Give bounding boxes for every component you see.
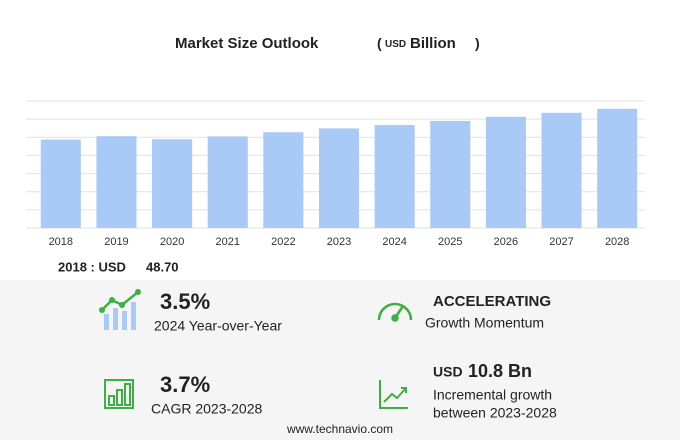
x-tick-label: 2023 xyxy=(327,236,351,248)
stat-label: between 2023-2028 xyxy=(433,405,557,421)
stat-prefix: USD xyxy=(433,364,463,380)
bar xyxy=(374,124,415,228)
x-tick-label: 2021 xyxy=(215,236,239,248)
bar xyxy=(430,120,471,228)
chart-title: Market Size Outlook ( USD Billion ) xyxy=(175,35,480,53)
x-tick-label: 2027 xyxy=(549,236,573,248)
x-tick-label: 2025 xyxy=(438,236,462,248)
bar xyxy=(485,116,526,228)
stat-value: ACCELERATING xyxy=(433,293,551,310)
unit-name: Billion xyxy=(410,35,456,52)
stat-value: 3.7% xyxy=(160,372,210,397)
bar xyxy=(263,132,304,228)
stats-panel xyxy=(0,280,680,440)
title-text: Market Size Outlook xyxy=(175,35,319,52)
x-tick-label: 2018 xyxy=(49,236,73,248)
x-tick-label: 2026 xyxy=(494,236,518,248)
stat-label: Growth Momentum xyxy=(425,315,544,331)
stat-value: 10.8 Bn xyxy=(468,361,532,381)
bar xyxy=(152,139,193,228)
base-label: 2018 : USD xyxy=(58,259,126,274)
x-tick-label: 2019 xyxy=(104,236,128,248)
unit-paren: ) xyxy=(475,35,480,51)
x-tick-label: 2022 xyxy=(271,236,295,248)
stat-label: Incremental growth xyxy=(433,387,552,403)
icon-gauge xyxy=(377,302,413,322)
icon-yoy xyxy=(99,289,141,330)
x-tick-label: 2024 xyxy=(382,236,406,248)
icon-incremental xyxy=(379,380,408,409)
bar xyxy=(597,108,638,228)
x-tick-label: 2020 xyxy=(160,236,184,248)
bar xyxy=(541,112,582,228)
footer: www.technavio.com xyxy=(286,422,393,436)
icon-cagr xyxy=(104,379,134,409)
bar xyxy=(318,128,360,228)
x-tick-label: 2028 xyxy=(605,236,629,248)
unit-currency: USD xyxy=(385,39,406,50)
stat-value: 3.5% xyxy=(160,289,210,314)
stat-label: 2024 Year-over-Year xyxy=(154,318,282,334)
stat-label: CAGR 2023-2028 xyxy=(151,401,263,417)
bar xyxy=(40,139,81,228)
bar xyxy=(207,136,248,228)
bar xyxy=(96,136,137,228)
base-value: 48.70 xyxy=(146,259,179,274)
unit-paren: ( xyxy=(377,35,382,51)
